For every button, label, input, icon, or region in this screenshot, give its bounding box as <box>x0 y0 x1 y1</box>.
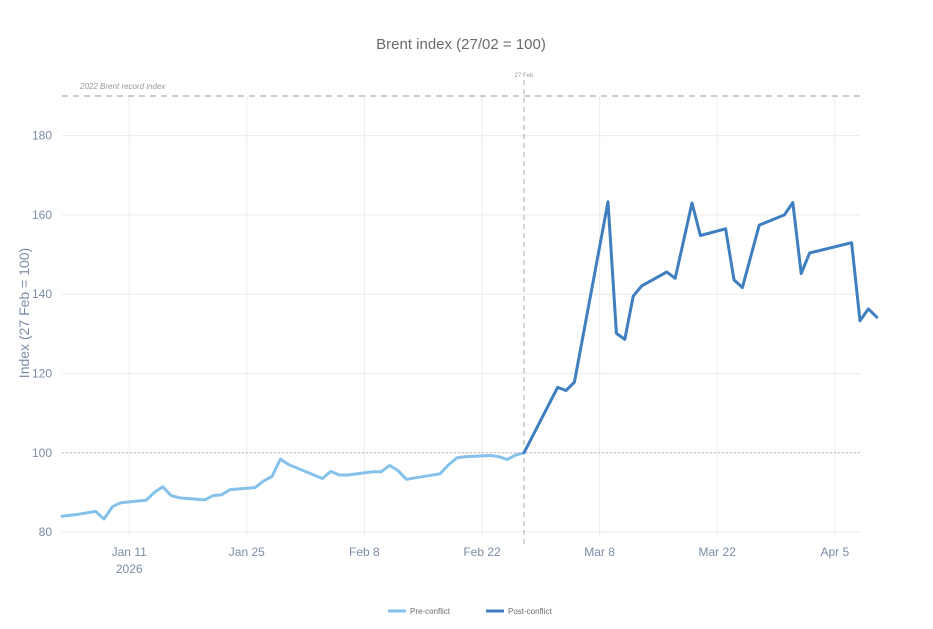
reference-lines: 2022 Brent record index 27 Feb <box>62 73 860 546</box>
series-line-post-conflict <box>522 200 879 455</box>
x-tick-sublabel: 2026 <box>116 562 143 576</box>
reference-label: 2022 Brent record index <box>79 82 166 91</box>
x-tick-label: Feb 22 <box>463 545 501 559</box>
x-tick-label: Jan 11 <box>112 545 147 559</box>
axis-ticks: 80 100 120 140 160 180 Jan 11 2026 Jan 25 Feb 8 Fe… <box>32 129 849 576</box>
x-tick-label: Apr 5 <box>820 545 849 559</box>
legend-label: Post-conflict <box>508 607 552 616</box>
y-axis-label: Index (27 Feb = 100) <box>16 248 32 378</box>
y-tick-label: 180 <box>32 129 52 143</box>
x-tick-label: Feb 8 <box>349 545 380 559</box>
y-tick-label: 160 <box>32 208 52 222</box>
y-tick-label: 140 <box>32 287 52 301</box>
reference-label: 27 Feb <box>515 73 534 79</box>
x-tick-label: Mar 22 <box>699 545 737 559</box>
series-lines <box>60 200 879 521</box>
chart-title: Brent index (27/02 = 100) <box>376 36 546 53</box>
y-tick-label: 120 <box>32 366 52 380</box>
x-tick-label: Jan 25 <box>229 545 265 559</box>
grid <box>62 96 860 536</box>
legend: Pre-conflict Post-conflict <box>388 607 552 616</box>
y-tick-label: 80 <box>39 525 53 539</box>
series-line-pre-conflict <box>60 451 526 521</box>
x-tick-label: Mar 8 <box>584 545 615 559</box>
legend-label: Pre-conflict <box>410 607 451 616</box>
y-tick-label: 100 <box>32 446 52 460</box>
